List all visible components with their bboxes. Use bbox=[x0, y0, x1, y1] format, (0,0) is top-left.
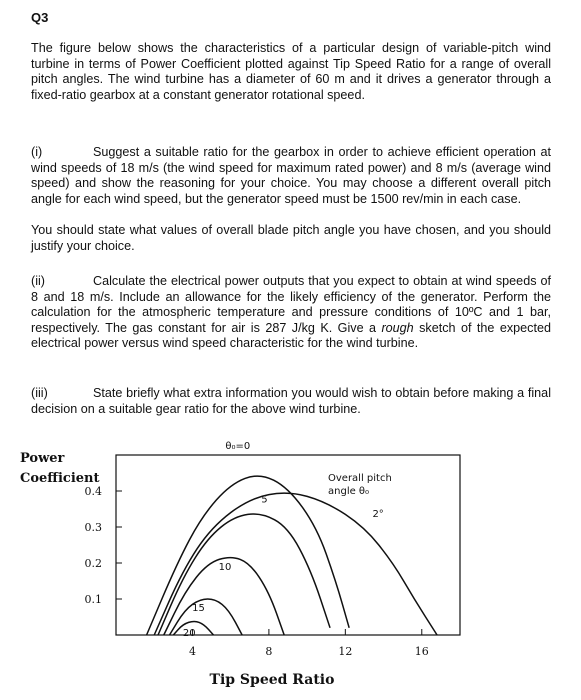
part-iii-number: (iii) bbox=[31, 386, 48, 400]
part-i-number: (i) bbox=[31, 145, 43, 159]
part-ii-text-b: sketch of the expected electrical power … bbox=[31, 320, 551, 351]
plot-area: 4 8 12 16 0.1 0.2 0.3 0.4 θ₀=0 2° 5 10 15 20 bbox=[85, 441, 461, 658]
y-tick-label: 0.2 bbox=[85, 557, 103, 570]
part-ii-paragraph: (ii) Calculate the electrical power outpu… bbox=[31, 274, 551, 352]
plot-frame bbox=[115, 454, 461, 636]
y-tick-label: 0.1 bbox=[85, 593, 103, 606]
series-line-5 bbox=[172, 620, 215, 636]
series-line-0 bbox=[145, 475, 350, 636]
part-ii-emphasis: rough bbox=[381, 320, 414, 335]
series-line-3 bbox=[163, 556, 285, 636]
series-line-1 bbox=[153, 492, 438, 636]
question-heading: Q3 bbox=[31, 10, 49, 25]
x-tick-label: 8 bbox=[265, 645, 272, 658]
part-i-text: Suggest a suitable ratio for the gearbox… bbox=[31, 145, 551, 206]
y-tick-label: 0.3 bbox=[85, 521, 103, 534]
y-tick-label: 0.4 bbox=[85, 485, 103, 498]
series-label-4: 15 bbox=[192, 603, 205, 614]
x-axis-label: Tip Speed Ratio bbox=[210, 672, 335, 688]
power-coefficient-chart: Power Coefficient Tip Speed Ratio Overal… bbox=[20, 441, 461, 688]
x-tick-label: 16 bbox=[415, 645, 429, 658]
series-label-2: 5 bbox=[261, 495, 267, 506]
y-axis-label-line2: Coefficient bbox=[20, 471, 99, 486]
part-i-paragraph: (i) Suggest a suitable ratio for the gear… bbox=[31, 145, 551, 207]
intro-paragraph: The figure below shows the characteristi… bbox=[31, 41, 551, 102]
series-label-0: θ₀=0 bbox=[225, 441, 250, 452]
legend-title-line1: Overall pitch bbox=[328, 473, 392, 484]
x-tick-label: 12 bbox=[338, 645, 352, 658]
series-line-2 bbox=[157, 513, 331, 636]
series-label-3: 10 bbox=[219, 562, 232, 573]
part-i-continuation: You should state what values of overall … bbox=[31, 223, 551, 253]
part-ii-number: (ii) bbox=[31, 274, 45, 288]
part-iii-text: State briefly what extra information you… bbox=[31, 386, 551, 416]
series-line-4 bbox=[168, 598, 243, 636]
series-label-5: 20 bbox=[183, 628, 196, 639]
y-axis-label-line1: Power bbox=[20, 451, 65, 466]
series-label-1: 2° bbox=[372, 509, 383, 520]
legend-title-line2: angle θ₀ bbox=[328, 486, 369, 497]
part-iii-paragraph: (iii) State briefly what extra informatio… bbox=[31, 386, 551, 417]
x-tick-label: 4 bbox=[189, 645, 196, 658]
part-ii-text-a: Calculate the electrical power outputs t… bbox=[31, 274, 551, 335]
